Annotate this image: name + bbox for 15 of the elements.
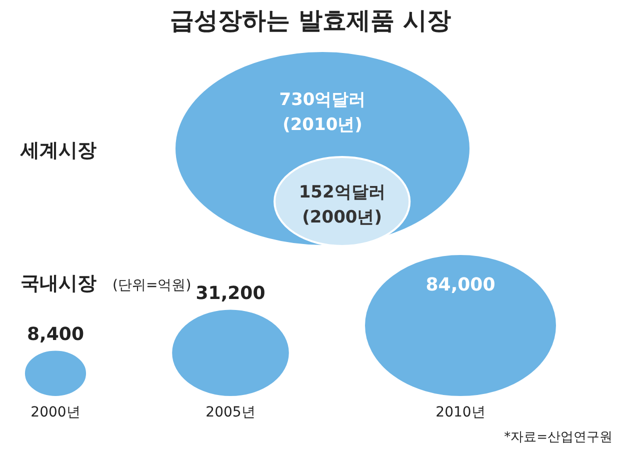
text: 급성장하는 발효제품 시장 (170, 6, 451, 34)
text: 국내시장 (20, 272, 96, 294)
data-label: 84,000 (426, 274, 496, 296)
category-label: (2010년) (282, 114, 362, 135)
text: 세계시장 (20, 140, 96, 162)
text: *자료=산업연구원 (504, 430, 613, 445)
category-label: 2010년 (436, 404, 486, 420)
data-label: 31,200 (196, 283, 266, 304)
data-label: 730억달러 (279, 90, 366, 110)
category-label: 2005년 (206, 404, 256, 420)
data-label: 8,400 (27, 324, 84, 346)
text: (단위=억원) (112, 278, 192, 294)
data-label: 152억달러 (298, 182, 386, 203)
category-label: 2000년 (30, 404, 80, 420)
category-label: (2000년) (302, 208, 382, 228)
